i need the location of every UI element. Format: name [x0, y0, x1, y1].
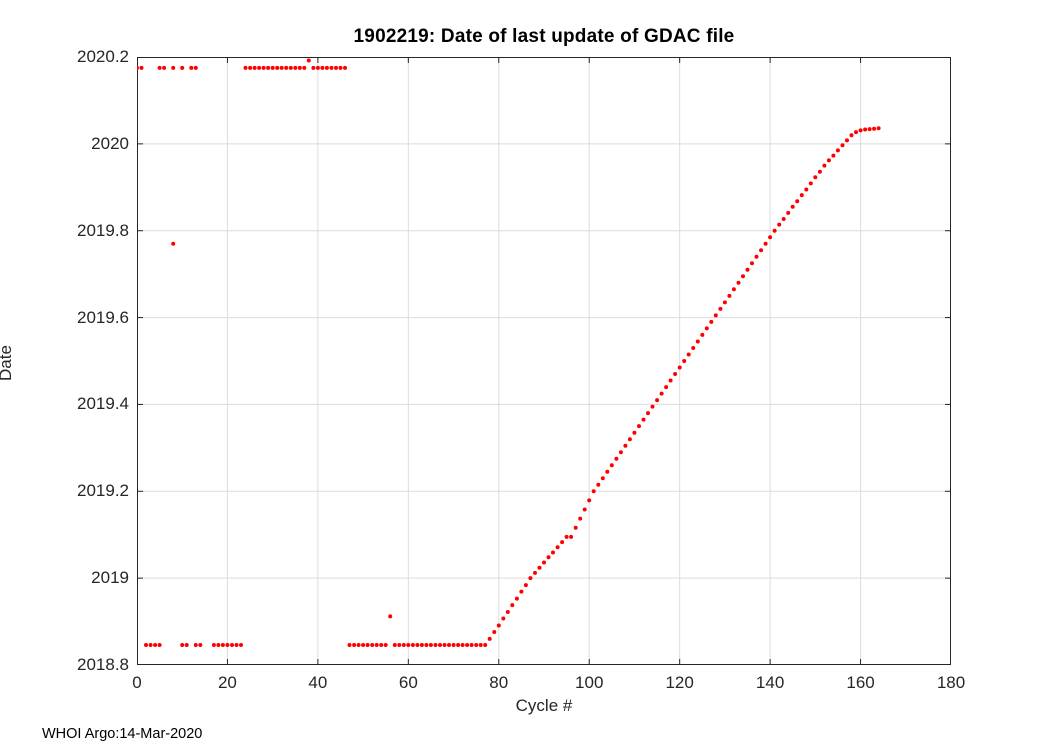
- y-tick-label: 2019.6: [77, 307, 129, 327]
- x-axis-title: Cycle #: [515, 696, 573, 715]
- y-tick-label: 2019.2: [77, 481, 129, 501]
- y-tick-label: 2019: [91, 568, 129, 588]
- x-tick-label: 100: [575, 673, 604, 692]
- x-tick-label: 60: [398, 673, 418, 692]
- x-tick-label: 20: [217, 673, 237, 692]
- scatter-plot-svg: [137, 57, 951, 665]
- y-axis-title: Date: [0, 345, 15, 381]
- y-tick-label: 2020.2: [77, 47, 129, 66]
- y-tick-label: 2019.8: [77, 220, 129, 240]
- plot-area: [137, 57, 951, 665]
- footer-credit: WHOI Argo:14-Mar-2020: [42, 726, 203, 742]
- x-tick-label: 140: [755, 673, 785, 692]
- y-tick-label: 2018.8: [77, 655, 129, 674]
- y-tick-label: 2020: [91, 133, 129, 153]
- x-tick-label: 120: [665, 673, 694, 692]
- x-tick-label: 80: [489, 673, 509, 692]
- x-tick-label: 180: [936, 673, 966, 692]
- x-tick-label: 0: [132, 673, 142, 692]
- x-tick-label: 40: [308, 673, 328, 692]
- y-tick-label: 2019.4: [77, 394, 129, 414]
- chart-title: 1902219: Date of last update of GDAC fil…: [353, 26, 735, 47]
- x-tick-label: 160: [846, 673, 875, 692]
